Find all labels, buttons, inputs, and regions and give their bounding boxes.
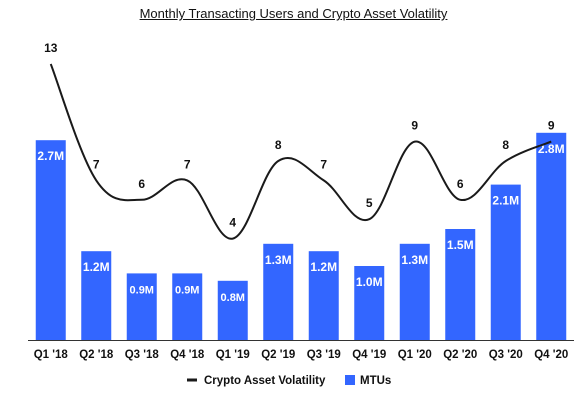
x-axis-tick-labels: Q1 '18 Q2 '18 Q3 '18 Q4 '18 Q1 '19 Q2 '19 Q3 '… [34,349,569,361]
bar-5 [217,280,248,340]
x-tick-label: Q2 '20 [443,349,477,361]
bar-data-label: 1.3M [401,253,428,267]
x-tick-label: Q1 '20 [398,349,432,361]
bar-data-label: 0.9M [175,284,199,296]
bar-9 [399,243,430,340]
line-data-label: 13 [44,41,58,55]
bar-data-label: 2.7M [37,149,64,163]
x-tick-label: Q4 '20 [534,349,568,361]
legend-bar-swatch [345,375,355,385]
bar-1 [35,140,66,340]
line-data-label: 6 [138,177,145,191]
x-tick-label: Q1 '19 [216,349,250,361]
bar-data-label: 1.2M [310,260,337,274]
bar-8 [354,266,385,340]
bar-2 [81,251,112,340]
bar-3 [126,273,157,340]
bar-11 [490,184,521,340]
line-data-labels: 13 7 6 7 4 8 7 5 9 6 8 9 [44,41,555,230]
bar-12 [536,132,567,340]
bar-7 [308,251,339,340]
volatility-line [49,63,552,240]
x-tick-label: Q4 '18 [170,349,205,361]
x-tick-label: Q2 '19 [261,349,295,361]
line-data-label: 4 [229,216,236,230]
line-data-label: 8 [502,138,509,152]
chart-title: Monthly Transacting Users and Crypto Ass… [139,6,448,21]
bar-data-label: 1.0M [356,275,383,289]
x-tick-label: Q3 '19 [307,349,341,361]
bar-data-label: 0.8M [221,292,245,304]
legend-bar-label: MTUs [360,375,391,387]
x-tick-label: Q3 '18 [125,349,160,361]
x-tick-label: Q2 '18 [79,349,114,361]
bar-data-label: 1.2M [83,260,110,274]
legend: Crypto Asset Volatility MTUs [187,375,391,387]
bar-4 [172,273,203,340]
bar-data-label: 1.5M [447,238,474,252]
line-data-label: 9 [411,119,418,133]
line-data-label: 9 [548,119,555,133]
bar-data-label: 2.8M [538,142,565,156]
line-data-label: 8 [275,138,282,152]
line-data-label: 7 [184,157,191,171]
line-data-label: 5 [366,196,373,210]
line-data-label: 7 [93,157,100,171]
x-tick-label: Q4 '19 [352,349,386,361]
bar-series [35,132,567,340]
x-tick-label: Q1 '18 [34,349,69,361]
line-data-label: 6 [457,177,464,191]
line-data-label: 7 [320,157,327,171]
bar-data-label: 1.3M [265,253,292,267]
x-tick-label: Q3 '20 [489,349,523,361]
bar-data-label: 2.1M [492,194,519,208]
bar-6 [263,243,294,340]
bar-10 [445,229,476,340]
legend-line-label: Crypto Asset Volatility [204,375,326,387]
bar-data-labels: 2.7M 1.2M 0.9M 0.9M 0.8M 1.3M 1.2M 1.0M 1.3M 1.5M… [37,142,564,304]
bar-data-label: 0.9M [130,284,154,296]
